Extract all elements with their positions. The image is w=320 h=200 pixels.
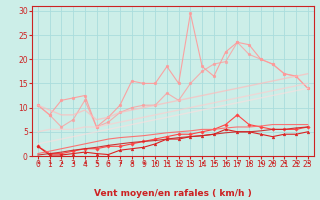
- X-axis label: Vent moyen/en rafales ( km/h ): Vent moyen/en rafales ( km/h ): [94, 189, 252, 198]
